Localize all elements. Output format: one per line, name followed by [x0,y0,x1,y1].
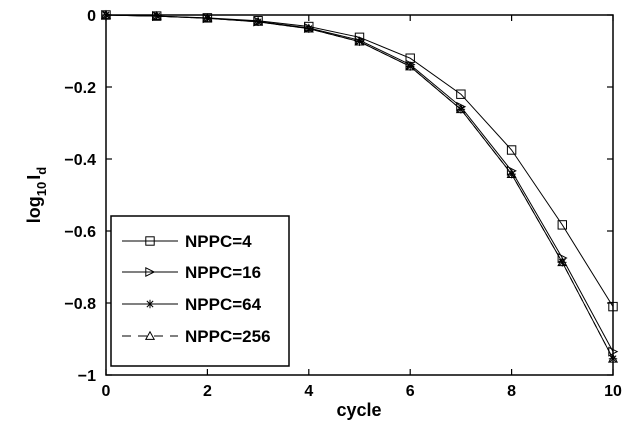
series-line [105,14,614,360]
data-point [405,61,416,71]
y-tick-label: −1 [78,368,96,385]
x-tick-label: 10 [604,383,622,400]
series-nppc-256 [100,9,619,363]
y-tick-label: −0.6 [64,224,96,241]
data-point [303,23,314,33]
series-layer [100,9,619,363]
data-point [506,145,517,155]
legend: NPPC=4 NPPC=16 NPPC=64 NPPC=256 [110,215,290,367]
legend-marker [145,236,155,246]
y-tick-label: −0.2 [64,80,96,97]
y-tick-label: −0.4 [64,152,96,169]
data-point [100,9,112,19]
data-point [607,353,619,363]
data-point [506,168,517,178]
legend-label: NPPC=256 [185,327,271,346]
data-point [557,257,568,267]
x-tick-label: 0 [102,383,111,400]
y-tick-label: 0 [87,8,96,25]
data-point [557,220,567,230]
legend-marker [145,266,156,278]
y-axis-label: log10Id [24,167,49,223]
legend-label: NPPC=4 [185,232,252,251]
legend-label: NPPC=64 [185,295,262,314]
data-point [202,13,213,23]
data-point [608,301,618,312]
data-point [456,89,466,99]
x-tick-label: 4 [304,383,313,400]
star-stroke [146,300,154,308]
legend-label: NPPC=16 [185,263,261,282]
legend-marker [144,330,156,340]
y-tick-label: −0.8 [64,296,96,313]
legend-marker [145,299,155,309]
data-point [151,10,162,20]
plot-frame [105,14,614,376]
data-point [455,104,466,114]
x-tick-labels: 0 2 4 6 8 10 [102,383,622,400]
data-point [253,16,264,26]
x-tick-label: 6 [406,383,415,400]
x-tick-label: 8 [507,383,516,400]
x-tick-label: 2 [203,383,212,400]
y-tick-labels: 0 −0.2 −0.4 −0.6 −0.8 −1 [64,8,96,385]
data-point [354,36,365,46]
star-stroke [457,105,465,113]
x-axis-label: cycle [336,400,381,420]
